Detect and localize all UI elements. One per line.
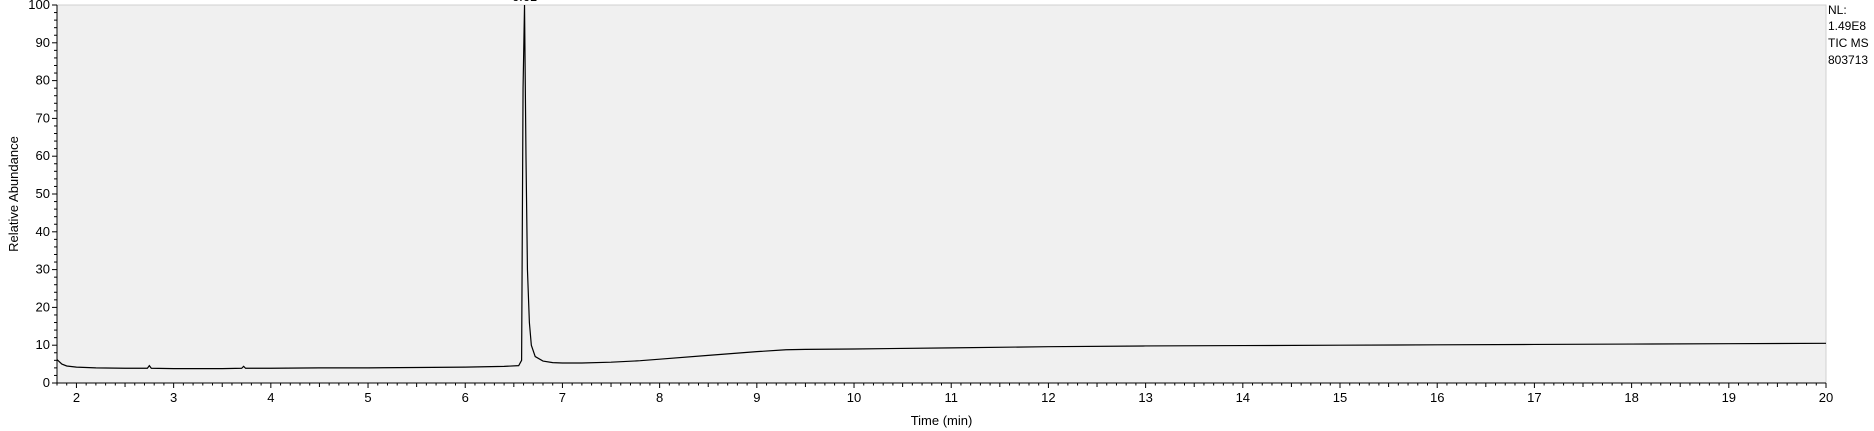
x-tick-label: 4	[267, 390, 274, 405]
x-tick-label: 17	[1527, 390, 1541, 405]
x-tick-label: 11	[944, 390, 958, 405]
y-tick-label: 0	[43, 375, 50, 390]
x-tick-label: 7	[559, 390, 566, 405]
y-tick-label: 10	[36, 337, 50, 352]
x-tick-label: 8	[656, 390, 663, 405]
file-id-label: 803713	[1828, 53, 1869, 67]
x-axis-label: Time (min)	[911, 413, 973, 428]
x-tick-label: 20	[1819, 390, 1833, 405]
tic-trace-line	[56, 4, 1827, 370]
x-tick-label: 3	[170, 390, 177, 405]
plot-area	[56, 4, 1827, 384]
y-tick-label: 60	[36, 148, 50, 163]
x-tick-label: 2	[73, 390, 80, 405]
x-tick-label: 9	[753, 390, 760, 405]
y-tick-label: 50	[36, 186, 50, 201]
scan-filter-label: TIC MS	[1828, 36, 1869, 50]
x-tick-label: 12	[1041, 390, 1055, 405]
x-tick-label: 19	[1722, 390, 1736, 405]
x-tick-label: 10	[847, 390, 861, 405]
x-tick-label: 14	[1236, 390, 1250, 405]
x-tick-label: 5	[364, 390, 371, 405]
y-axis-ticks: 0 10 20 30 40 50 60 70 80 90 100	[28, 0, 57, 390]
y-tick-label: 40	[36, 224, 50, 239]
peak-labels: 6.61	[512, 0, 537, 4]
nl-value: 1.49E8	[1828, 19, 1867, 33]
x-tick-label: 6	[462, 390, 469, 405]
nl-label: NL:	[1828, 3, 1847, 17]
y-tick-label: 70	[36, 110, 50, 125]
y-tick-label: 20	[36, 299, 50, 314]
y-tick-label: 90	[36, 35, 50, 50]
x-axis-ticks: 2 3 4 5 6 7 8 9 10 11 12 13 14 15 16 17 18 19 20	[56, 383, 1833, 405]
y-tick-label: 80	[36, 73, 50, 88]
x-tick-label: 16	[1430, 390, 1444, 405]
y-tick-label: 100	[28, 0, 50, 12]
x-tick-label: 15	[1333, 390, 1347, 405]
peak-label: 6.61	[512, 0, 537, 4]
x-tick-label: 18	[1624, 390, 1638, 405]
x-tick-label: 13	[1138, 390, 1152, 405]
y-axis-label: Relative Abundance	[6, 136, 21, 252]
y-tick-label: 30	[36, 262, 50, 277]
